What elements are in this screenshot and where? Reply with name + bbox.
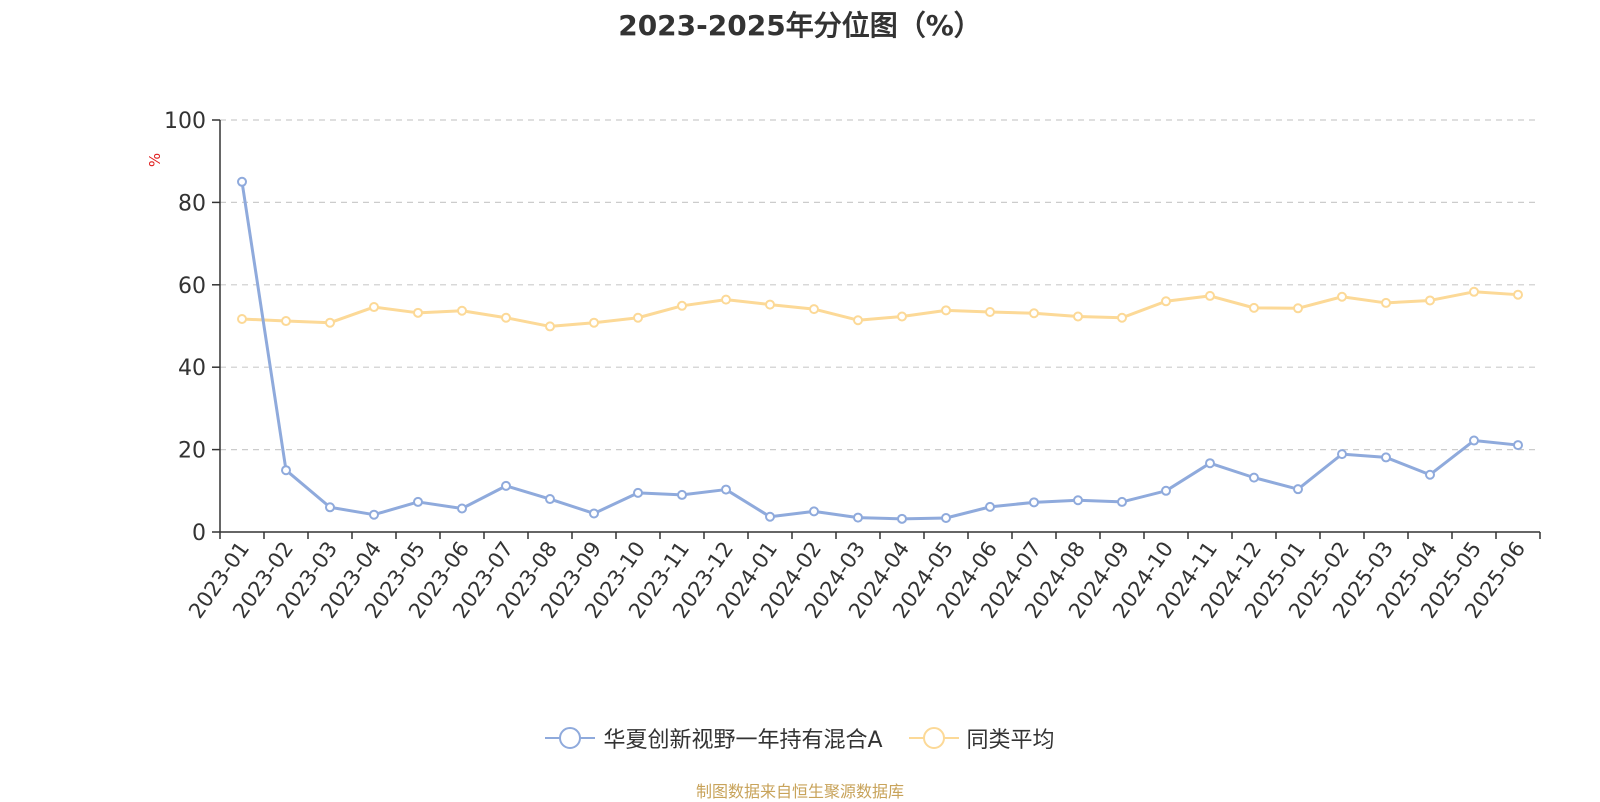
data-point[interactable] — [721, 294, 731, 305]
data-point[interactable] — [1161, 485, 1171, 496]
data-point[interactable] — [1117, 312, 1127, 323]
data-point[interactable] — [765, 299, 775, 310]
data-point[interactable] — [941, 512, 951, 523]
data-point[interactable] — [1469, 286, 1479, 297]
data-point[interactable] — [1469, 435, 1479, 446]
x-tick-labels: 2023-012023-022023-032023-042023-052023-… — [184, 537, 1530, 623]
data-point[interactable] — [1293, 484, 1303, 495]
data-point[interactable] — [765, 511, 775, 522]
data-point[interactable] — [1425, 469, 1435, 480]
data-point[interactable] — [413, 307, 423, 318]
data-point[interactable] — [1029, 497, 1039, 508]
data-point[interactable] — [1381, 297, 1391, 308]
data-point[interactable] — [281, 316, 291, 327]
data-point[interactable] — [1513, 440, 1523, 451]
data-point[interactable] — [501, 312, 511, 323]
axis-layer: 0 20 40 60 80 100 — [164, 109, 1541, 546]
data-point[interactable] — [325, 317, 335, 328]
data-point[interactable] — [1205, 290, 1215, 301]
series-line-1 — [241, 290, 1519, 328]
data-point[interactable] — [985, 501, 995, 512]
series-layer — [237, 176, 1523, 524]
data-point[interactable] — [1337, 291, 1347, 302]
source-note: 制图数据来自恒生聚源数据库 — [695, 782, 904, 801]
y-axis-label: % — [146, 153, 164, 167]
y-tick-label: 20 — [178, 439, 206, 464]
data-point[interactable] — [457, 503, 467, 514]
legend: 华夏创新视野一年持有混合A 同类平均 — [0, 722, 1600, 754]
data-point[interactable] — [325, 502, 335, 513]
data-point[interactable] — [1073, 311, 1083, 322]
y-tick-label: 0 — [192, 521, 206, 546]
data-point[interactable] — [897, 311, 907, 322]
data-point[interactable] — [1117, 496, 1127, 507]
y-tick-label: 80 — [178, 191, 206, 216]
grid-layer — [220, 119, 1540, 451]
data-point[interactable] — [1073, 495, 1083, 506]
legend-marker-fund — [545, 727, 596, 749]
data-point[interactable] — [853, 315, 863, 326]
series-line-0 — [240, 181, 1519, 521]
data-point[interactable] — [1205, 458, 1215, 469]
data-point[interactable] — [545, 321, 555, 332]
chart-title: 2023-2025年分位图（%） — [618, 9, 982, 42]
data-point[interactable] — [413, 496, 423, 507]
data-point[interactable] — [1337, 449, 1347, 460]
data-point[interactable] — [237, 176, 247, 187]
data-point[interactable] — [721, 484, 731, 495]
data-point[interactable] — [589, 317, 599, 328]
legend-marker-average — [908, 727, 959, 749]
data-point[interactable] — [1161, 296, 1171, 307]
y-tick-label: 40 — [178, 356, 206, 381]
data-point[interactable] — [237, 313, 247, 324]
data-point[interactable] — [1249, 302, 1259, 313]
data-point[interactable] — [457, 305, 467, 316]
data-point[interactable] — [501, 480, 511, 491]
data-point[interactable] — [1029, 308, 1039, 319]
data-point[interactable] — [1293, 303, 1303, 314]
data-point[interactable] — [809, 506, 819, 517]
data-point[interactable] — [897, 513, 907, 524]
legend-label-fund: 华夏创新视野一年持有混合A — [603, 728, 883, 753]
data-point[interactable] — [369, 302, 379, 313]
data-point[interactable] — [1513, 289, 1523, 300]
data-point[interactable] — [677, 300, 687, 311]
data-point[interactable] — [677, 489, 687, 500]
data-point[interactable] — [589, 508, 599, 519]
data-point[interactable] — [281, 465, 291, 476]
data-point[interactable] — [809, 304, 819, 315]
data-point[interactable] — [633, 487, 643, 498]
data-point[interactable] — [1381, 452, 1391, 463]
legend-item-average[interactable]: 同类平均 — [908, 722, 1055, 754]
data-point[interactable] — [1249, 472, 1259, 483]
legend-item-fund[interactable]: 华夏创新视野一年持有混合A — [545, 722, 883, 754]
data-point[interactable] — [369, 509, 379, 520]
data-point[interactable] — [633, 312, 643, 323]
data-point[interactable] — [545, 494, 555, 505]
data-point[interactable] — [985, 306, 995, 317]
data-point[interactable] — [1425, 295, 1435, 306]
data-point[interactable] — [941, 305, 951, 316]
y-tick-label: 60 — [178, 274, 206, 299]
data-point[interactable] — [853, 512, 863, 523]
y-tick-label: 100 — [164, 109, 206, 134]
legend-label-average: 同类平均 — [966, 728, 1055, 753]
